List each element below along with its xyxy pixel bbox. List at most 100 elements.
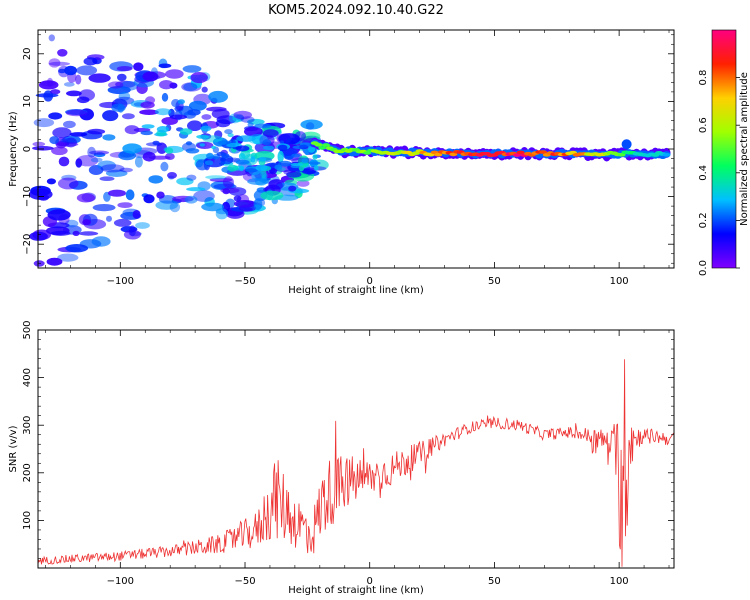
spectrogram-cluster-blob [313, 165, 319, 171]
spectrogram-cluster-blob [278, 160, 292, 167]
spectrogram-cluster-blob [299, 144, 308, 150]
spectrogram-blob [89, 150, 110, 155]
spectrogram-ridge-segment [516, 150, 525, 155]
spectrogram-blob [193, 190, 215, 202]
spectrogram-cluster-blob [245, 168, 258, 173]
spectrogram-blob [133, 62, 144, 71]
spectrogram-blob [305, 122, 315, 130]
spectrogram-blob [201, 114, 212, 120]
spectrogram-blob [97, 160, 116, 171]
spectrogram-blob [187, 109, 201, 116]
spectrogram-blob [122, 143, 142, 154]
snr-y-tick-label: 500 [22, 320, 33, 339]
spectrogram-blob [52, 127, 72, 139]
spectrogram-cluster-blob [290, 162, 304, 167]
spectrogram-blob [76, 96, 90, 104]
spectrogram-ridge-segment [314, 143, 323, 147]
spectrogram-blob [87, 128, 106, 135]
spectrogram-blob [46, 257, 63, 266]
spectrogram-blob [50, 89, 61, 95]
spectrogram-cluster-blob [200, 125, 212, 132]
spectrogram-blob [209, 177, 233, 182]
spectrogram-blob [69, 132, 88, 137]
spectrogram-blob [76, 65, 98, 76]
spectrogram-blob [78, 231, 99, 236]
spectrogram-ridge-segment [512, 153, 521, 157]
spectrogram-cluster-blob [239, 165, 245, 172]
spectrogram-blob [244, 126, 263, 137]
spectrogram-blob [90, 157, 103, 163]
spectrogram-ridge-segment [434, 152, 443, 157]
spectrogram-blob [254, 123, 272, 129]
spectrogram-blob [134, 156, 143, 168]
spectrogram-blob [46, 178, 57, 185]
spectrogram-blob [236, 135, 256, 142]
colorbar-gradient [712, 30, 736, 268]
spectrogram-blob [171, 99, 181, 108]
spectrogram-scatter [28, 34, 329, 267]
spectrogram-cluster-blob [274, 164, 283, 170]
spectrogram-x-ticks: −100 −50 0 50 100 [45, 30, 670, 287]
snr-x-tick-label: −50 [234, 576, 255, 587]
spectrogram-blob [57, 177, 79, 190]
spectrogram-ridge-bump [621, 139, 632, 150]
spectrogram-blob [63, 120, 76, 129]
spectrogram-cluster-blob [238, 153, 246, 160]
spectrogram-cluster-blob [235, 159, 250, 165]
spectrogram-x-tick-label: −50 [234, 276, 255, 287]
spectrogram-blob [129, 225, 136, 237]
spectrogram-cluster-blob [277, 144, 288, 151]
snr-y-tick-label: 300 [22, 416, 33, 435]
spectrogram-blob [102, 110, 119, 122]
spectrogram-blob [215, 119, 231, 128]
spectrogram-blob [102, 134, 116, 141]
spectrogram-blob [184, 195, 198, 204]
spectrogram-blob [139, 109, 159, 115]
spectrogram-x-tick-label: 0 [367, 276, 373, 287]
spectrogram-blob [51, 146, 68, 156]
spectrogram-blob [190, 72, 208, 84]
spectrogram-blob [211, 109, 230, 119]
spectrogram-blob [148, 175, 163, 184]
spectrogram-blob [105, 169, 128, 177]
spectrogram-blob [165, 69, 184, 79]
spectrogram-cluster-blob [156, 126, 169, 133]
spectrogram-cluster-blob [221, 153, 230, 159]
spectrogram-blob [169, 114, 187, 120]
spectrogram-blob [38, 80, 59, 90]
snr-y-label: SNR (v/v) [8, 425, 19, 472]
colorbar-ticks: 0.0 0.2 0.4 0.6 0.8 [698, 70, 740, 276]
spectrogram-blob [160, 161, 169, 172]
spectrogram-blob [215, 208, 229, 220]
spectrogram-blob [124, 125, 140, 135]
colorbar-tick-label: 0.0 [698, 260, 709, 276]
spectrogram-x-label: Height of straight line (km) [288, 285, 424, 296]
colorbar-tick-label: 0.6 [698, 117, 709, 133]
spectrogram-blob [113, 218, 132, 227]
spectrogram-blob [72, 230, 80, 236]
spectrogram-blob [140, 101, 155, 109]
spectrogram-blob [182, 65, 202, 73]
spectrogram-ridge [310, 137, 671, 162]
spectrogram-y-tick-label: 10 [22, 95, 33, 108]
snr-x-label: Height of straight line (km) [288, 585, 424, 596]
spectrogram-blob [201, 86, 208, 93]
spectrogram-blob [186, 174, 197, 181]
spectrogram-cluster-blob [220, 157, 226, 162]
spectrogram-blob [111, 103, 126, 112]
spectrogram-blob [288, 185, 297, 192]
spectrogram-cluster-blob [199, 143, 205, 147]
spectrogram-blob [40, 81, 57, 87]
spectrogram-cluster-blob [140, 130, 153, 136]
spectrogram-cluster-blob [141, 124, 155, 129]
spectrogram-blob [48, 112, 63, 120]
spectrogram-blob [32, 146, 54, 151]
spectrogram-blob [66, 90, 82, 97]
spectrogram-cluster-blob [284, 155, 294, 160]
spectrogram-blob [87, 146, 96, 158]
spectrogram-cluster-blob [301, 158, 308, 164]
spectrogram-blob [247, 178, 269, 185]
spectrogram-blob [159, 80, 174, 90]
spectrogram-x-tick-label: 100 [610, 276, 629, 287]
